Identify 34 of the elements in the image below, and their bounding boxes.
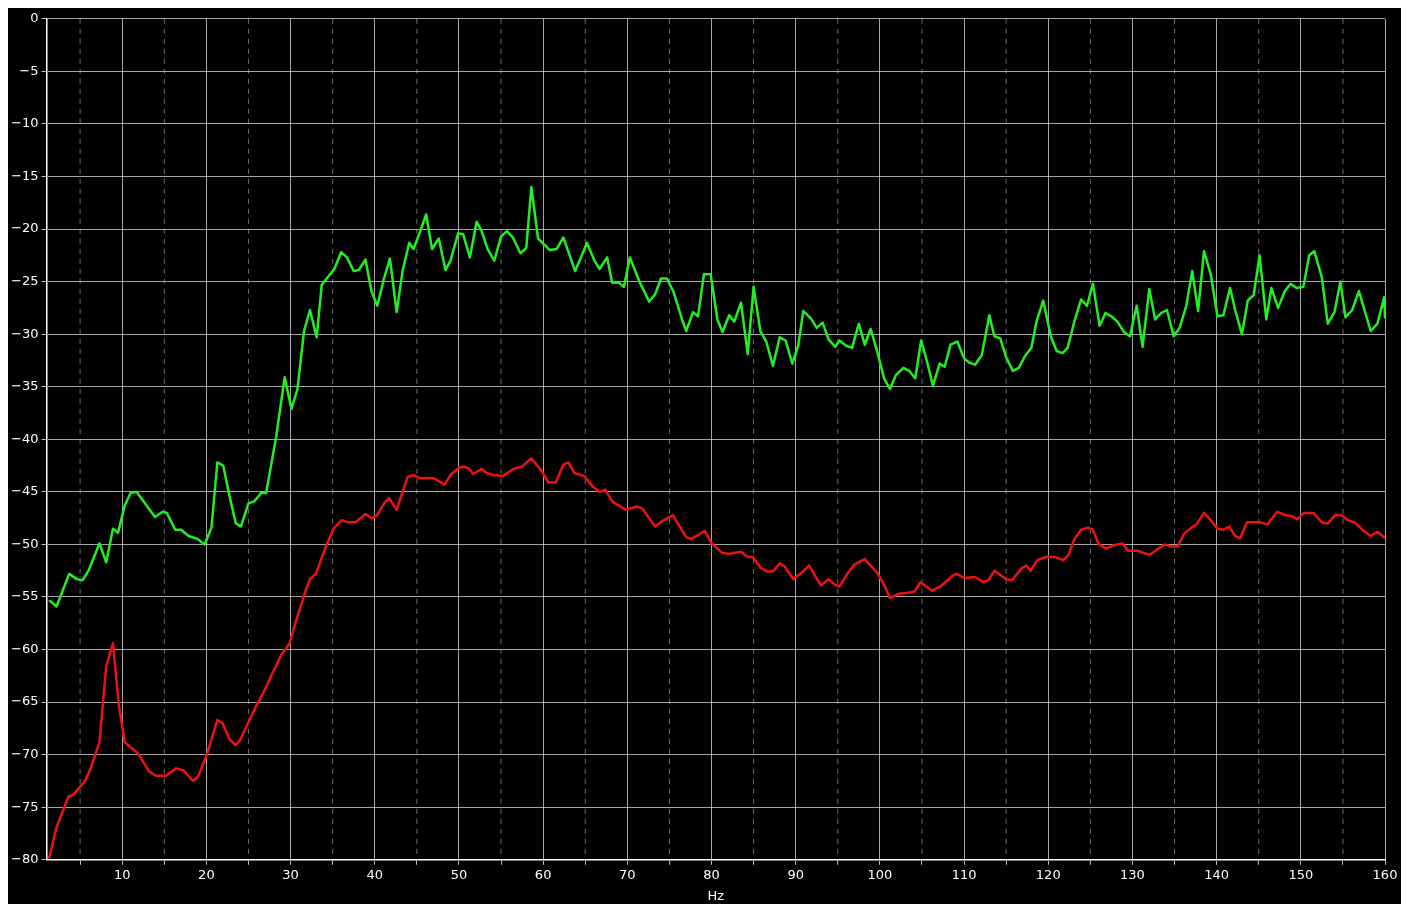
y-tick-label: −50: [11, 535, 39, 551]
x-tick-label: 10: [113, 866, 131, 882]
y-tick-label: −5: [19, 62, 39, 78]
x-tick-label: 130: [1120, 866, 1145, 882]
x-tick-label: 30: [282, 866, 299, 882]
y-tick-label: −35: [11, 378, 39, 394]
y-tick-label: −65: [11, 693, 39, 709]
x-tick-label: 40: [366, 866, 384, 882]
y-tick-label: −30: [11, 325, 39, 341]
y-tick-label: 0: [30, 10, 39, 26]
y-tick-label: −75: [11, 798, 39, 814]
x-tick-label: 140: [1204, 866, 1230, 882]
y-tick-label: −80: [11, 851, 39, 867]
y-tick-label: −15: [11, 167, 39, 183]
y-tick-label: −45: [11, 483, 39, 499]
x-axis-title: Hz: [707, 887, 725, 903]
x-tick-label: 150: [1288, 866, 1314, 882]
x-tick-label: 90: [787, 866, 804, 882]
x-tick-label: 50: [450, 866, 468, 882]
y-tick-label: −40: [11, 430, 39, 446]
x-tick-label: 80: [703, 866, 720, 882]
y-tick-label: −25: [11, 272, 39, 288]
x-tick-label: 110: [951, 866, 977, 882]
y-tick-label: −20: [11, 220, 39, 236]
x-tick-label: 70: [619, 866, 636, 882]
x-tick-label: 100: [867, 866, 893, 882]
x-tick-label: 20: [198, 866, 215, 882]
y-tick-label: −70: [11, 746, 39, 762]
x-tick-label: 60: [534, 866, 552, 882]
y-tick-label: −55: [11, 588, 39, 604]
x-tick-label: 160: [1372, 866, 1398, 882]
y-tick-label: −60: [11, 640, 39, 656]
y-tick-label: −10: [11, 115, 39, 131]
x-tick-label: 120: [1035, 866, 1061, 882]
